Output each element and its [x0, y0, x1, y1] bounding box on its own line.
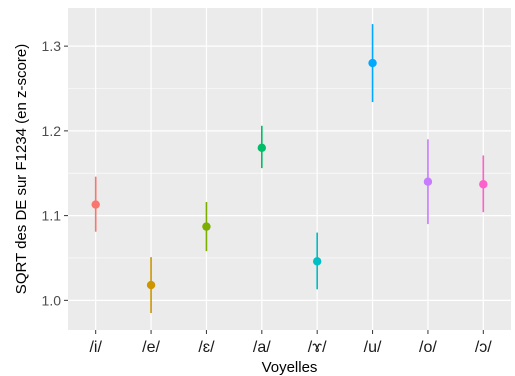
x-axis: /i/ /e/ /ɛ/ /a/ /ɤ/ /u/ /o/ /ɔ/ [89, 330, 492, 356]
x-axis-label: Voyelles [262, 359, 318, 376]
y-axis-label: SQRT des DE sur F1234 (en z-score) [13, 44, 30, 294]
x-tick-label: /e/ [142, 339, 160, 356]
data-point [146, 280, 156, 290]
data-point [423, 177, 433, 186]
grid-minor [68, 88, 511, 259]
y-tick-label: 1.2 [42, 123, 62, 139]
data-point [479, 180, 488, 189]
x-tick-label: /o/ [419, 339, 437, 356]
x-tick-label: /i/ [89, 339, 102, 356]
x-tick-label: /ɤ/ [308, 339, 327, 356]
x-tick-label: /u/ [364, 339, 382, 356]
data-point [312, 257, 322, 266]
x-tick-label: /ɔ/ [475, 339, 492, 356]
y-axis: 1.0 1.1 1.2 1.3 [42, 38, 68, 308]
data-point [257, 143, 267, 153]
data-point [368, 58, 377, 68]
plot-panel [68, 8, 511, 330]
x-tick-label: /ɛ/ [198, 339, 215, 356]
y-tick-label: 1.0 [42, 292, 62, 308]
y-tick-label: 1.1 [42, 208, 62, 224]
data-point [91, 200, 100, 209]
y-tick-label: 1.3 [42, 38, 62, 54]
data-point [202, 222, 211, 231]
x-tick-label: /a/ [253, 339, 271, 356]
data-points [91, 58, 488, 290]
